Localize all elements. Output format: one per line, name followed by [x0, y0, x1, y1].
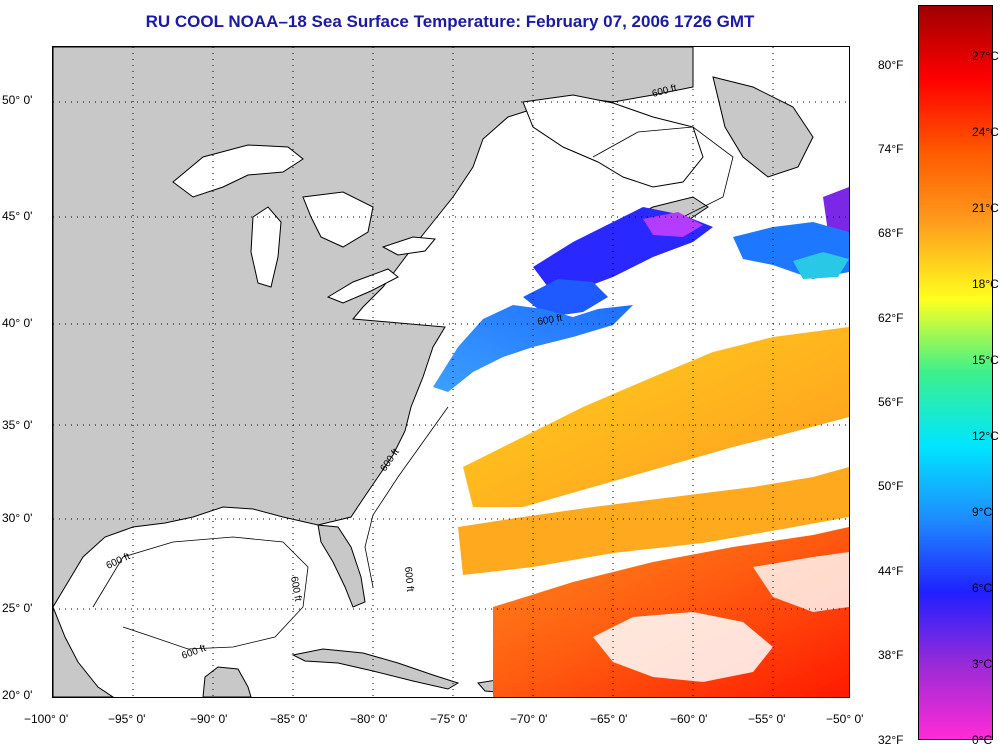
lon-label-70: −70° 0' [510, 712, 548, 726]
lon-label-60: −60° 0' [670, 712, 708, 726]
temperature-colorbar [918, 5, 993, 740]
lat-label-20: 20° 0' [2, 688, 33, 702]
land-cuba [291, 648, 460, 690]
lon-label-75: −75° 0' [430, 712, 468, 726]
lon-label-55: −55° 0' [748, 712, 786, 726]
colorbar-label-0c: 0°C [972, 733, 993, 747]
colorbar-label-27c: 27°C [972, 49, 999, 63]
gulf-st-lawrence [522, 94, 704, 188]
sst-map[interactable]: 600 ft 600 ft 600 ft 600 ft 600 ft 600 f… [52, 46, 850, 698]
colorbar-label-24c: 24°C [972, 125, 999, 139]
lon-label-65: −65° 0' [590, 712, 628, 726]
colorbar-label-68f: 68°F [878, 226, 904, 240]
lon-label-95: −95° 0' [108, 712, 146, 726]
lon-label-80: −80° 0' [350, 712, 388, 726]
map-title: RU COOL NOAA–18 Sea Surface Temperature:… [145, 12, 755, 31]
lat-label-40: 40° 0' [2, 316, 33, 330]
colorbar-label-56f: 56°F [878, 395, 904, 409]
colorbar-label-6c: 6°C [972, 581, 993, 595]
isobath-label-sable: 600 ft [537, 313, 564, 328]
colorbar-label-32f: 32°F [878, 733, 904, 747]
sst-map-canvas: 600 ft 600 ft 600 ft 600 ft 600 ft 600 f… [53, 47, 849, 697]
lat-label-35: 35° 0' [2, 418, 33, 432]
sst-patch-gulf-stream-north [463, 327, 849, 507]
lon-label-100: −100° 0' [24, 712, 69, 726]
sst-patch-cyan-east [793, 252, 849, 279]
colorbar-label-44f: 44°F [878, 564, 904, 578]
land-yucatan [202, 666, 252, 697]
lat-label-25: 25° 0' [2, 601, 33, 615]
isobath-label-bahamas: 600 ft [402, 566, 415, 592]
sst-patch-gulf-of-maine [523, 279, 608, 317]
colorbar-label-3c: 3°C [972, 657, 993, 671]
isobath-label-gulf: 600 ft [105, 551, 133, 572]
land-florida [317, 524, 366, 608]
sst-patch-mid-atlantic-shelf [433, 305, 633, 392]
lat-label-30: 30° 0' [2, 511, 33, 525]
lon-label-50: −50° 0' [826, 712, 864, 726]
colorbar-label-80f: 80°F [878, 58, 904, 72]
colorbar-label-38f: 38°F [878, 648, 904, 662]
colorbar-label-15c: 15°C [972, 353, 999, 367]
colorbar-label-62f: 62°F [878, 311, 904, 325]
sst-patch-purple-north [643, 212, 703, 237]
colorbar-label-50f: 50°F [878, 479, 904, 493]
cloud-gap-east [753, 552, 849, 612]
lon-label-90: −90° 0' [190, 712, 228, 726]
isobath-east-coast [364, 406, 449, 588]
colorbar-label-74f: 74°F [878, 142, 904, 156]
colorbar-label-12c: 12°C [972, 429, 999, 443]
land-newfoundland [712, 76, 814, 178]
colorbar-label-21c: 21°C [972, 201, 999, 215]
lake-huron [302, 191, 374, 248]
cloud-gap-south [593, 612, 773, 682]
lat-label-45: 45° 0' [2, 209, 33, 223]
lon-label-85: −85° 0' [270, 712, 308, 726]
colorbar-label-9c: 9°C [972, 505, 993, 519]
lat-label-50: 50° 0' [2, 93, 33, 107]
sst-patch-gulf-stream-south [458, 467, 849, 575]
isobath-north [592, 126, 734, 223]
lake-ontario [381, 236, 436, 256]
colorbar-label-18c: 18°C [972, 277, 999, 291]
isobath-label-florida: 600 ft [288, 576, 303, 603]
lake-michigan [250, 206, 282, 288]
lake-superior [172, 144, 304, 198]
land-mexico [53, 606, 114, 697]
graticule [53, 47, 849, 697]
isobath-label-gulf-south: 600 ft [180, 643, 207, 662]
isobath-gulf [92, 536, 309, 650]
lake-erie [326, 268, 399, 304]
